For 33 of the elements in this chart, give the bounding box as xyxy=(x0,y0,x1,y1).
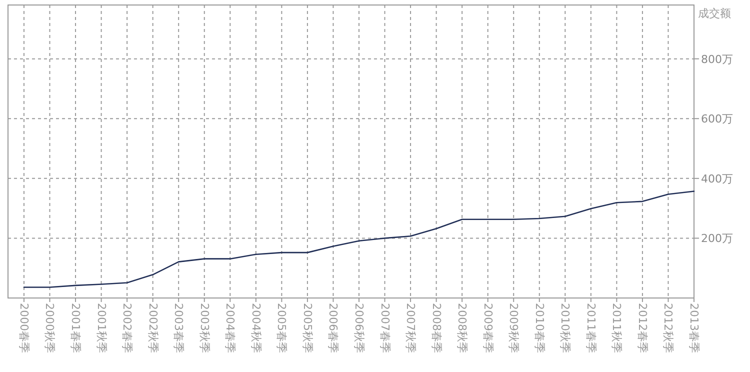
x-tick-label: 2001秋季 xyxy=(94,303,108,353)
x-tick-label: 2000秋季 xyxy=(43,303,56,353)
x-tick-label: 2002秋季 xyxy=(146,303,160,353)
x-tick-label: 2005春季 xyxy=(275,303,288,353)
x-tick-label: 2008秋季 xyxy=(456,303,469,353)
x-tick-label: 2004春季 xyxy=(224,303,237,353)
x-tick-label: 2005秋季 xyxy=(300,303,314,353)
x-tick-label: 2010秋季 xyxy=(558,303,572,353)
line-series xyxy=(23,190,695,288)
x-tick-label: 2011春季 xyxy=(584,303,598,353)
x-tick-label: 2011秋季 xyxy=(610,303,624,353)
x-tick-label: 2004秋季 xyxy=(249,303,262,353)
x-tick-label: 2002春季 xyxy=(120,303,134,353)
x-tick-label: 2012秋季 xyxy=(662,303,675,353)
x-tick-label: 2006秋季 xyxy=(352,303,366,353)
y-axis-title: 成交额 xyxy=(698,7,731,20)
x-tick-label: 2012春季 xyxy=(636,303,649,353)
x-tick-label: 2010春季 xyxy=(532,303,546,353)
x-tick-label: 2008春季 xyxy=(430,303,443,353)
x-tick-label: 2013春季 xyxy=(688,303,700,353)
x-tick-label: 2000春季 xyxy=(17,303,30,353)
x-tick-label: 2003秋季 xyxy=(198,303,211,353)
y-tick-label: 600万 xyxy=(701,112,733,126)
x-tick-label: 2009春季 xyxy=(481,303,494,353)
x-tick-label: 2007春季 xyxy=(378,303,392,353)
x-tick-label: 2003春季 xyxy=(172,303,186,353)
y-tick-label: 800万 xyxy=(701,52,733,66)
x-tick-label: 2006春季 xyxy=(326,303,340,353)
x-tick-label: 2001春季 xyxy=(69,303,82,353)
y-tick-label: 200万 xyxy=(701,232,733,246)
y-tick-label: 400万 xyxy=(701,172,733,186)
x-tick-label: 2009秋季 xyxy=(507,303,520,353)
x-tick-label: 2007秋季 xyxy=(404,303,418,353)
